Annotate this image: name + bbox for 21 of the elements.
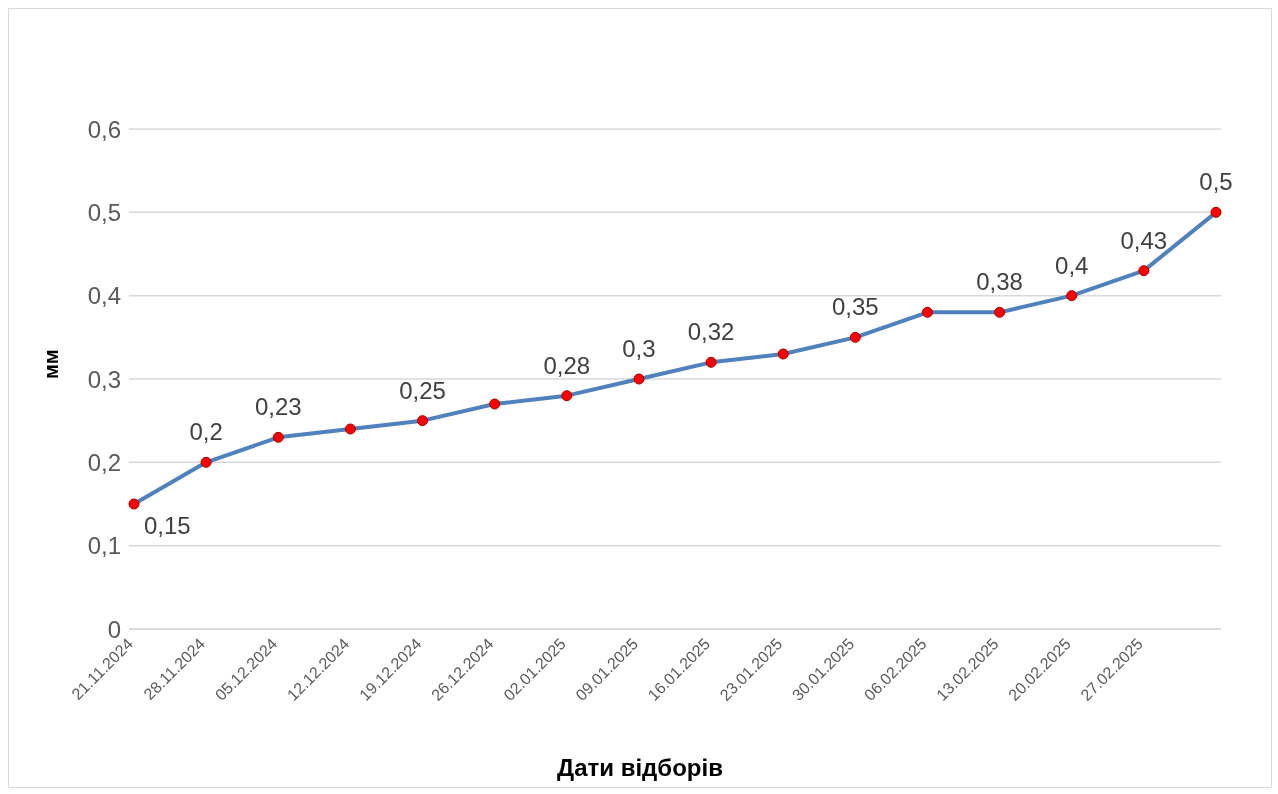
- data-label: 0,15: [144, 512, 191, 539]
- data-label: 0,25: [399, 376, 446, 404]
- data-label: 0,28: [543, 351, 591, 379]
- data-label: 0,5: [1199, 168, 1233, 196]
- data-label: 0,43: [1120, 226, 1168, 254]
- data-label: 0,3: [622, 335, 656, 362]
- y-tick-label: 0,3: [87, 365, 121, 393]
- y-axis-title: мм: [40, 349, 63, 379]
- data-label: 0,38: [976, 268, 1023, 296]
- data-label: 0,32: [687, 318, 735, 346]
- data-label: 0,4: [1055, 251, 1089, 279]
- data-label: 0,2: [189, 418, 223, 446]
- x-axis-title: Дати відборів: [556, 754, 724, 782]
- y-tick-label: 0,6: [87, 115, 121, 143]
- y-tick-label: 0,4: [87, 282, 121, 310]
- y-tick-label: 0,1: [87, 532, 121, 560]
- y-tick-label: 0: [107, 615, 121, 643]
- y-tick-label: 0,5: [87, 198, 121, 226]
- y-tick-label: 0,2: [87, 448, 121, 476]
- data-label: 0,23: [254, 393, 302, 421]
- data-label: 0,35: [831, 293, 879, 321]
